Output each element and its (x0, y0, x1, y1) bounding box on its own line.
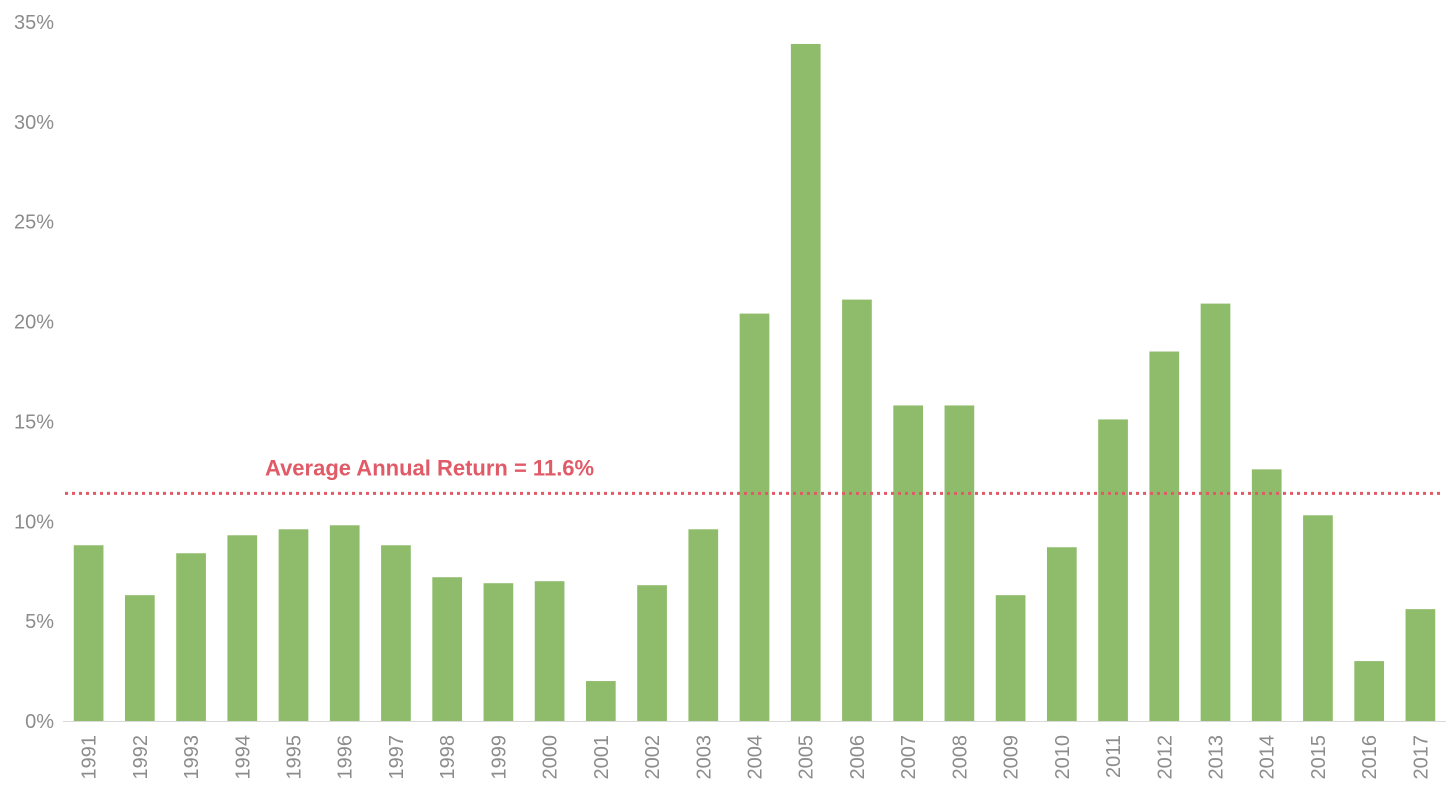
x-tick-label: 2002 (642, 735, 664, 780)
x-tick-label: 2008 (949, 735, 971, 780)
x-tick-label: 1999 (488, 735, 510, 780)
x-tick-label: 2005 (796, 735, 818, 780)
x-tick-label: 1997 (386, 735, 408, 780)
bar-2014 (1251, 469, 1282, 721)
x-tick-label: 2010 (1052, 735, 1074, 780)
bar-2017 (1405, 609, 1436, 721)
bar-2013 (1200, 303, 1231, 721)
bar-2004 (739, 313, 770, 721)
bar-1994 (227, 535, 258, 721)
y-tick-label: 15% (14, 411, 54, 433)
bar-2011 (1098, 419, 1128, 721)
y-axis-ticks: 0% 5% 10% 15% 20% 25% 30% 35% (14, 12, 54, 733)
bar-2005 (790, 43, 821, 722)
x-tick-label: 2007 (898, 735, 920, 780)
bar-1995 (278, 529, 309, 721)
bar-2006 (842, 299, 872, 721)
x-axis-ticks: 1991 1992 1993 1994 1995 1996 1997 1998 1999 2000… (79, 735, 1433, 780)
x-tick-label: 2009 (1001, 735, 1023, 780)
x-tick-label: 2003 (693, 735, 715, 780)
y-tick-label: 30% (14, 112, 54, 134)
x-tick-label: 2004 (745, 735, 767, 780)
bar-2003 (688, 529, 719, 721)
y-tick-label: 5% (25, 611, 54, 633)
bar-2000 (534, 581, 565, 721)
bar-2010 (1046, 547, 1077, 721)
x-tick-label: 2012 (1154, 735, 1176, 780)
bars (73, 43, 1436, 722)
bar-1999 (483, 583, 514, 721)
x-tick-label: 2000 (540, 735, 562, 780)
average-return-label: Average Annual Return = 11.6% (265, 455, 594, 480)
bar-1997 (381, 545, 411, 721)
x-tick-label: 1998 (437, 735, 459, 780)
x-tick-label: 2013 (1206, 735, 1228, 780)
bar-2015 (1303, 515, 1333, 721)
bar-2008 (944, 405, 975, 721)
x-tick-label: 2001 (591, 735, 613, 780)
y-tick-label: 0% (25, 711, 54, 733)
x-tick-label: 2015 (1308, 735, 1330, 780)
x-tick-label: 2014 (1257, 735, 1279, 780)
y-tick-label: 10% (14, 511, 54, 533)
y-tick-label: 35% (14, 12, 54, 34)
x-tick-label: 2016 (1359, 735, 1381, 780)
bar-1992 (124, 595, 155, 721)
x-tick-label: 1993 (181, 735, 203, 780)
bar-1998 (432, 577, 463, 721)
y-tick-label: 20% (14, 312, 54, 334)
x-tick-label: 1995 (284, 735, 306, 780)
x-tick-label: 1994 (232, 735, 254, 780)
bar-2009 (995, 595, 1026, 721)
bar-1996 (329, 525, 360, 721)
x-tick-label: 1992 (130, 735, 152, 780)
y-tick-label: 25% (14, 212, 54, 234)
bar-2016 (1354, 661, 1385, 721)
x-tick-label: 1991 (79, 735, 101, 780)
x-tick-label: 2011 (1103, 735, 1125, 778)
bar-2007 (893, 405, 924, 721)
bar-2012 (1149, 351, 1180, 721)
bar-1993 (176, 553, 206, 721)
bar-2002 (637, 585, 667, 721)
x-tick-label: 2017 (1410, 735, 1432, 780)
x-tick-label: 2006 (847, 735, 869, 780)
bar-1991 (73, 545, 104, 721)
bar-2001 (585, 681, 616, 721)
x-tick-label: 1996 (335, 735, 357, 780)
